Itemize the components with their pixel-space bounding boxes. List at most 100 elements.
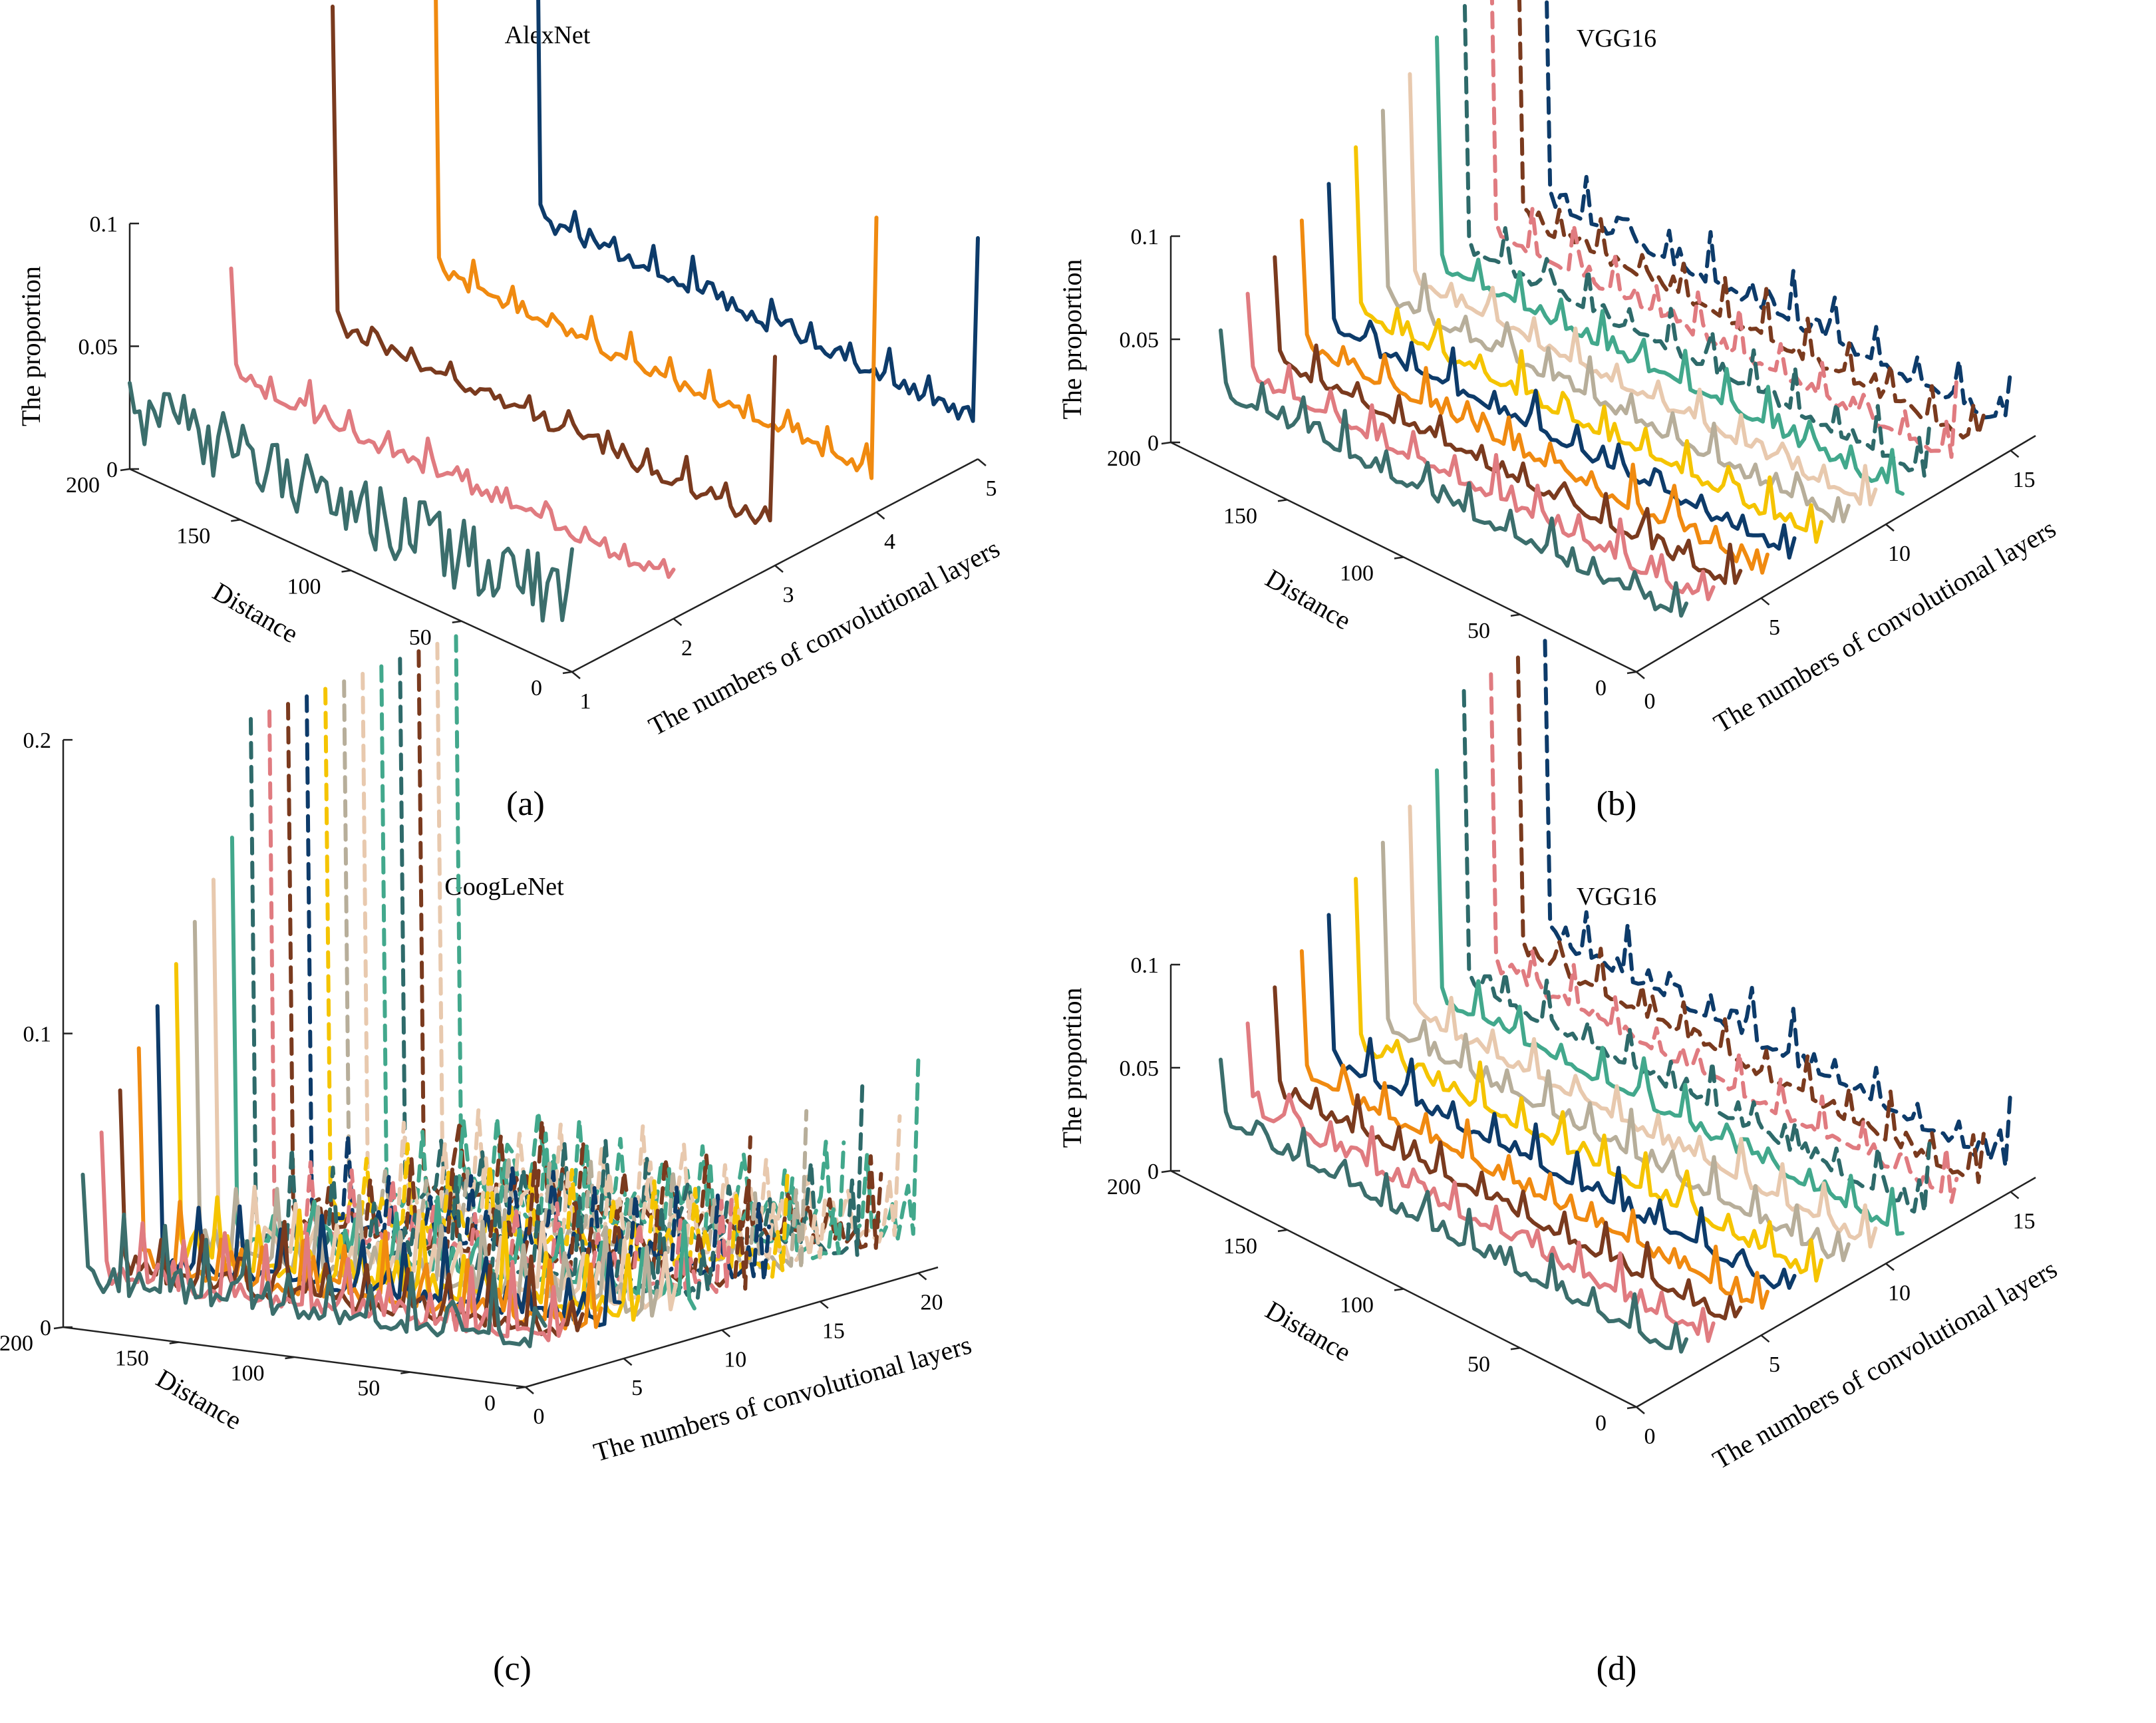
distance-tick-mark	[285, 1356, 295, 1360]
series-line	[1273, 255, 1743, 585]
layer-tick-mark	[1760, 1334, 1770, 1343]
distance-tick-mark	[53, 1326, 64, 1330]
distance-tick-mark	[1626, 671, 1637, 675]
series-line	[1543, 639, 2013, 1169]
layer-tick-mark	[2010, 450, 2020, 458]
panel-c: GoogLeNet0501001502000510152000.10.2The …	[0, 634, 975, 1688]
layer-tick-label: 10	[1888, 1281, 1911, 1305]
distance-tick-label: 150	[1223, 1234, 1257, 1259]
layer-tick-label: 20	[920, 1291, 943, 1315]
series-line	[1219, 1057, 1688, 1354]
series-line	[398, 657, 865, 1257]
distance-tick-mark	[341, 569, 351, 573]
series-line	[1517, 0, 1986, 440]
layer-tick-mark	[875, 512, 885, 520]
layer-tick-label: 15	[2013, 468, 2036, 492]
series-line	[1515, 655, 1986, 1184]
layer-tick-mark	[1636, 671, 1645, 679]
layer-tick-label: 0	[1644, 689, 1656, 714]
z-axis-label: The proportion	[1057, 987, 1087, 1148]
distance-tick-mark	[1277, 1229, 1288, 1232]
series-line	[1354, 877, 1824, 1283]
series-line	[536, 0, 980, 423]
layers-axis-label: The numbers of convolutional layers	[1708, 514, 2061, 739]
layers-axis	[1636, 434, 2036, 673]
series-line	[434, 0, 879, 480]
layer-tick-mark	[977, 458, 987, 466]
distance-tick-label: 50	[1467, 1352, 1490, 1376]
distance-tick-label: 150	[115, 1346, 149, 1371]
z-axis-label: The proportion	[1057, 259, 1087, 419]
z-tick-label: 0	[40, 1316, 51, 1340]
z-tick-label: 0.05	[1120, 328, 1159, 353]
layer-tick-label: 5	[986, 476, 997, 501]
layer-tick-label: 10	[1888, 542, 1911, 566]
layers-axis	[1636, 1176, 2036, 1408]
series-line	[1545, 0, 2013, 420]
distance-tick-mark	[516, 1386, 526, 1390]
series-line	[1489, 0, 1959, 459]
layer-tick-label: 4	[884, 530, 895, 554]
layer-tick-label: 1	[580, 689, 591, 714]
distance-tick-mark	[1161, 441, 1171, 445]
layer-tick-mark	[1636, 1406, 1645, 1414]
layer-tick-label: 2	[681, 636, 693, 661]
layer-tick-mark	[1885, 1263, 1895, 1271]
panel-title: AlexNet	[505, 21, 591, 49]
distance-tick-mark	[1394, 556, 1404, 559]
layer-tick-mark	[721, 1329, 731, 1338]
layer-tick-label: 5	[1769, 615, 1780, 640]
layers-axis-label: The numbers of convolutional layers	[590, 1329, 975, 1467]
layer-tick-mark	[774, 565, 784, 573]
distance-tick-label: 50	[409, 625, 432, 650]
series-line	[128, 381, 574, 623]
series-line	[174, 962, 641, 1322]
distance-tick-mark	[562, 671, 573, 675]
z-axis-label: The proportion	[16, 266, 46, 426]
distance-tick-label: 200	[66, 473, 100, 498]
distance-tick-mark	[400, 1371, 410, 1374]
distance-tick-mark	[1394, 1288, 1404, 1291]
distance-tick-label: 0	[531, 676, 542, 701]
distance-tick-label: 0	[1595, 676, 1607, 701]
layer-tick-mark	[2010, 1191, 2020, 1199]
distance-tick-label: 200	[0, 1331, 33, 1356]
series-line	[1435, 35, 1905, 496]
layer-tick-label: 5	[631, 1376, 643, 1400]
series-line	[80, 1172, 547, 1348]
layer-tick-mark	[917, 1272, 927, 1281]
distance-tick-mark	[1510, 1347, 1521, 1350]
panel-title: VGG16	[1577, 25, 1656, 53]
distance-tick-label: 100	[231, 1361, 265, 1386]
distance-tick-mark	[1161, 1170, 1171, 1174]
z-tick-label: 0	[1148, 1160, 1159, 1184]
series-line	[1219, 328, 1688, 618]
series-line	[286, 702, 752, 1291]
layer-tick-label: 15	[822, 1319, 845, 1343]
panel-title: VGG16	[1577, 883, 1656, 911]
panel-label: (d)	[1597, 1650, 1637, 1688]
layer-tick-mark	[673, 618, 683, 626]
distance-tick-label: 100	[1340, 1293, 1374, 1318]
distance-tick-label: 150	[176, 524, 210, 548]
series-line	[361, 671, 828, 1265]
distance-tick-mark	[120, 468, 130, 472]
distance-tick-mark	[1510, 613, 1521, 617]
series-line	[229, 266, 676, 579]
layer-tick-label: 10	[724, 1347, 746, 1372]
panel-label: (c)	[493, 1650, 532, 1688]
series-line	[1408, 72, 1878, 507]
distance-tick-label: 200	[1107, 1175, 1141, 1199]
distance-tick-mark	[169, 1341, 179, 1344]
layer-tick-label: 0	[1644, 1424, 1656, 1449]
layer-tick-mark	[1885, 524, 1895, 532]
z-tick-label: 0.2	[23, 728, 52, 753]
layer-tick-mark	[1760, 597, 1770, 606]
distance-tick-label: 100	[287, 575, 321, 599]
series-line	[1326, 182, 1797, 560]
series-line	[416, 649, 883, 1250]
